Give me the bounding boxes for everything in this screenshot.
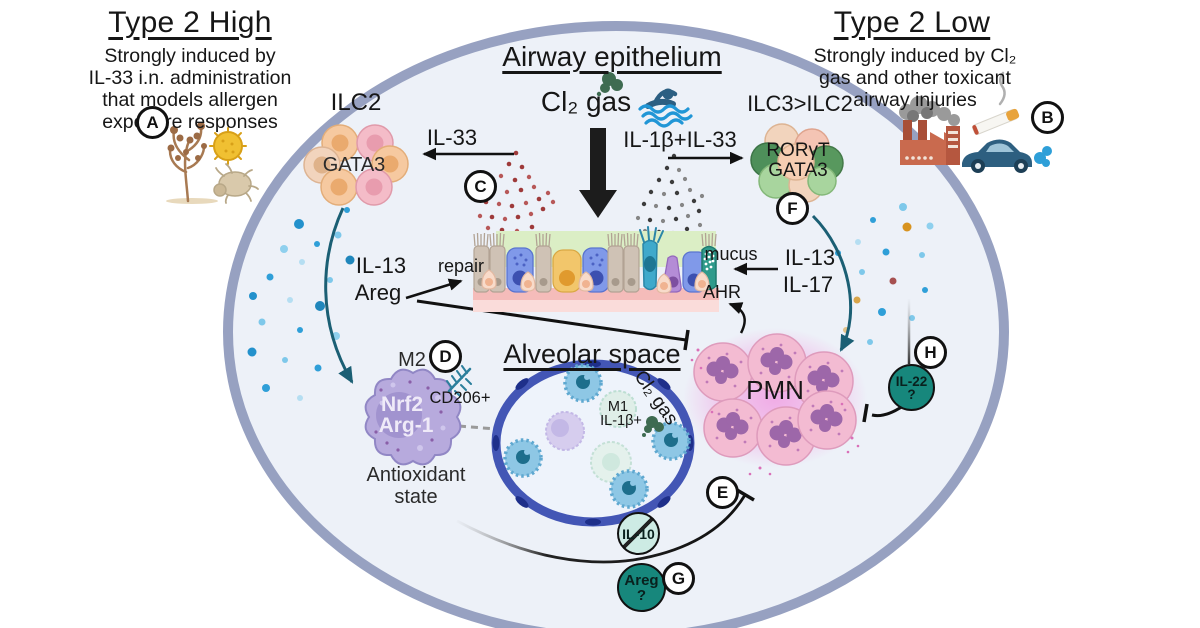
ilc3-gata3-label: GATA3 [768, 160, 828, 181]
epithelium-strip [473, 226, 719, 312]
ilc2-cluster [303, 124, 409, 206]
m1-il1b-label: IL-1β+ [600, 413, 642, 429]
badge-g: G [662, 562, 695, 595]
pmn-cluster [683, 328, 867, 476]
type3-cytokine-dots [835, 203, 934, 345]
il1b-plume [635, 153, 705, 236]
m2-cd206-label: CD206+ [429, 389, 491, 407]
il22-node-question: ? [907, 386, 916, 402]
ilc2-to-m2-arrow [324, 207, 354, 384]
m1-name: M1 [607, 399, 629, 415]
type2-low-desc-line3: airway injuries [853, 89, 977, 111]
badge-c: C [464, 170, 497, 203]
badge-e: E [706, 476, 739, 509]
left-il13-label: IL-13 [355, 253, 407, 278]
il10-node: IL-10 [617, 512, 660, 555]
exhaust-icon [1034, 146, 1052, 167]
type2-high-desc-line1: Strongly induced by [104, 45, 276, 67]
factory-icon [899, 96, 960, 165]
type2-high-desc-line2: IL-33 i.n. administration [88, 67, 292, 89]
il33-signal-label: IL-33 [426, 125, 478, 150]
m2-macrophage [364, 365, 472, 466]
antioxidant-line1: Antioxidant [366, 464, 466, 486]
right-il13-label: IL-13 [784, 245, 836, 270]
type2-low-title: Type 2 Low [833, 6, 991, 39]
pollen-icon [209, 127, 247, 165]
badge-b: B [1031, 101, 1064, 134]
dust-mite-icon [213, 163, 259, 204]
ilc2-gata3-label: GATA3 [322, 154, 386, 176]
areg-node: Areg ? [617, 563, 666, 612]
pmn-speckles [690, 348, 860, 476]
ahr-label: AHR [702, 282, 742, 302]
airway-epithelium-title: Airway epithelium [502, 41, 722, 72]
m2-name: M2 [398, 349, 426, 371]
car-icon [962, 139, 1052, 173]
m2-arg1-label: Arg-1 [378, 414, 434, 437]
il1b-il33-signal-label: IL-1β+IL-33 [623, 127, 737, 152]
type2-high-desc-line3: that models allergen [102, 89, 278, 111]
cd206-receptor-icon [446, 365, 472, 397]
m2-nrf2-label: Nrf2 [380, 393, 424, 416]
repair-arrow [405, 278, 463, 300]
il22-node: IL-22 ? [888, 364, 935, 411]
ilc3-roryt-label: RORγT [766, 140, 830, 161]
swimmer-icon [638, 88, 693, 128]
left-areg-label: Areg [354, 280, 402, 305]
chlorine-cloud-small-icon [642, 416, 664, 437]
il10-node-label: IL-10 [622, 525, 655, 542]
areg-node-label: Areg [624, 571, 659, 589]
type2-high-title: Type 2 High [108, 6, 272, 39]
chlorine-cloud-icon [596, 72, 623, 97]
areg-node-question: ? [636, 586, 647, 604]
badge-f: F [776, 192, 809, 225]
pmn-label: PMN [746, 375, 804, 405]
badge-h: H [914, 336, 947, 369]
cl2-gas-label: Cl₂ gas [540, 86, 632, 117]
ilc3-name: ILC3>ILC2 [747, 91, 853, 116]
antioxidant-line2: state [394, 486, 438, 508]
ahr-arrow [728, 302, 746, 334]
cigarette-icon [972, 71, 1020, 135]
repair-label: repair [437, 256, 485, 276]
badge-d: D [429, 340, 462, 373]
il22-node-label: IL-22 [895, 373, 928, 389]
tuft-cell [639, 226, 664, 291]
ilc2-name: ILC2 [330, 89, 382, 116]
ilc3-to-pmn-arrow [811, 214, 855, 352]
exposure-arrow [579, 128, 617, 218]
il10-inhibits-pmn [456, 488, 755, 564]
type2-low-desc-line1: Strongly induced by Cl₂ [813, 45, 1017, 67]
allergen-icons [166, 122, 259, 204]
right-il17-label: IL-17 [782, 272, 834, 297]
alveolar-space-title: Alveolar space [503, 339, 681, 369]
alveolus [491, 359, 695, 527]
ilc3-cluster [750, 123, 844, 203]
type2-low-desc-line2: gas and other toxicant [819, 67, 1011, 89]
repair-inhibits-pmn [416, 299, 690, 351]
badge-a: A [136, 106, 169, 139]
type2-high-desc-line4: exposure responses [102, 111, 278, 133]
type2-cytokine-dots [247, 207, 355, 401]
mucus-label: mucus [704, 244, 758, 264]
toxicant-icons [899, 71, 1052, 173]
